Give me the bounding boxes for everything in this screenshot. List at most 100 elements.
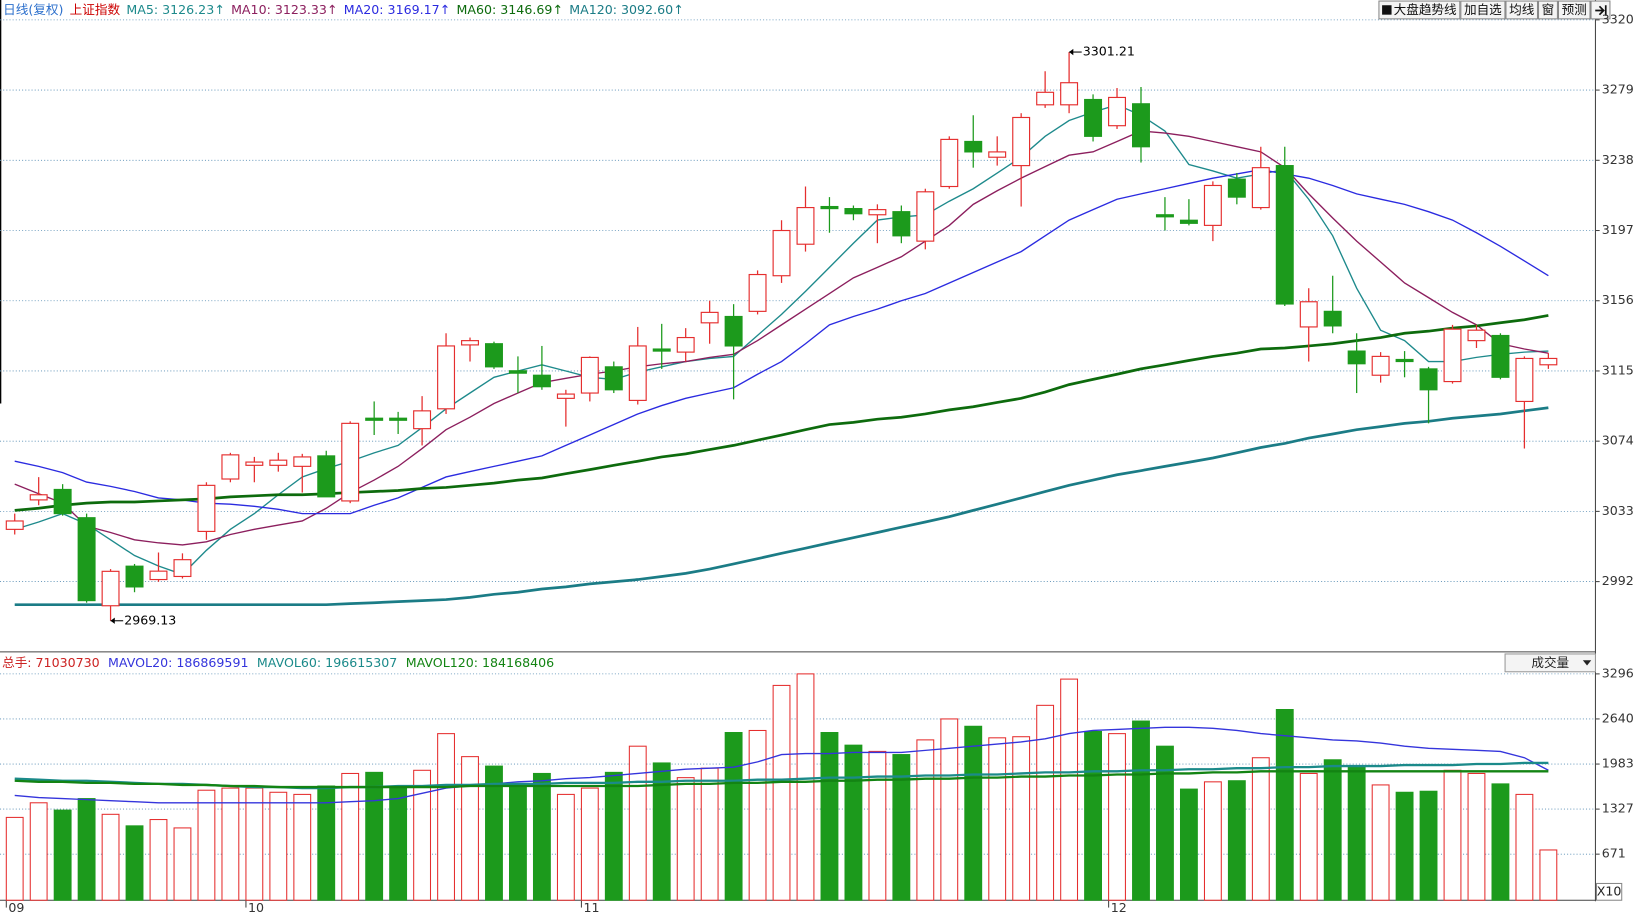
volume-bar (748, 729, 767, 901)
y-tick-label: 1983 (1602, 756, 1634, 771)
volume-bar (485, 765, 503, 901)
candle-body (245, 461, 264, 466)
candle-body (772, 229, 791, 277)
indicator-dropdown[interactable] (1504, 653, 1596, 673)
mavol-line (14, 726, 1549, 804)
candle-body (1275, 165, 1294, 305)
volume-bar (868, 750, 887, 901)
volume-bar (796, 673, 815, 901)
indicator-label: 成交量 (1531, 655, 1569, 670)
mavol-line (14, 770, 1549, 789)
volume-bar (1419, 790, 1438, 901)
volume-bar (1132, 720, 1150, 901)
volume-bar (53, 809, 72, 901)
toolbar-button[interactable]: 预测 (1557, 0, 1591, 20)
candle-body (844, 208, 863, 215)
toolbar: 大盘趋势线 加自选 均线窗预测 (1378, 0, 1611, 20)
candle-body (197, 484, 216, 532)
candle-body (820, 205, 839, 210)
y-tick-label: 671 (1602, 846, 1626, 861)
candle-body (628, 345, 647, 401)
candle-body (1347, 350, 1366, 365)
candle-body (1443, 328, 1462, 383)
volume-bar (197, 789, 216, 901)
unit-box (1595, 882, 1623, 901)
candle-body (484, 343, 503, 368)
candle-body (29, 494, 48, 501)
x-tick-label: 11 (584, 900, 600, 915)
candle-body (1227, 178, 1246, 198)
candle-body (1491, 334, 1510, 378)
candle-body (413, 410, 432, 430)
candle-body (293, 456, 312, 467)
toolbar-button-frame (1538, 0, 1558, 20)
volume-bar (341, 772, 360, 901)
toolbar-button-label: 窗 (1542, 2, 1555, 17)
dropdown-arrow (1582, 660, 1592, 666)
y-tick-label: 3033 (1602, 503, 1634, 518)
candle-body (1419, 368, 1438, 391)
volume-bar (1227, 780, 1246, 901)
volume-bar (1539, 849, 1558, 901)
volume-bar (1467, 772, 1486, 901)
candle-body (748, 273, 767, 312)
volume-bar (125, 825, 144, 901)
y-tick-label: 3296 (1602, 665, 1634, 680)
candle-body (1012, 116, 1031, 167)
candle-body (1371, 355, 1390, 376)
volume-bar (269, 791, 288, 901)
legend-entry: MAVOL20: 186869591 (108, 655, 248, 670)
legend-entry: MA5: 3126.23↑ (126, 2, 224, 17)
candle-body (796, 206, 815, 245)
volume-bar (221, 787, 240, 901)
y-tick-label: 3074 (1602, 433, 1634, 448)
volume-bar (724, 732, 743, 901)
candle-body (1323, 310, 1342, 327)
candle-body (1155, 214, 1174, 218)
ma-line (14, 406, 1549, 607)
legend-entry: MAVOL60: 196615307 (257, 655, 397, 670)
y-tick-label: 3320 (1602, 11, 1634, 26)
candle-body (437, 345, 456, 410)
candle-body (269, 459, 288, 466)
candle-body (532, 374, 551, 388)
candle-body (1515, 357, 1534, 403)
candle-body (892, 211, 911, 237)
volume-bar (413, 769, 432, 901)
volume-bar (1491, 783, 1510, 901)
legend-entry: MA20: 3169.17↑ (344, 2, 450, 17)
toolbar-button[interactable]: 加自选 (1460, 0, 1506, 20)
volume-bar (820, 732, 839, 901)
toolbar-button-label: 均线 (1509, 2, 1535, 17)
volume-bar (1347, 765, 1366, 901)
volume-bar (988, 737, 1007, 901)
x-tick-label: 12 (1111, 900, 1127, 915)
toolbar-button[interactable]: 大盘趋势线 (1378, 0, 1461, 20)
y-tick-label: 3115 (1602, 362, 1634, 377)
candle-body (676, 336, 695, 353)
volume-bar (437, 733, 455, 901)
volume-bar (1515, 793, 1534, 901)
volume-bar (1443, 769, 1462, 901)
candle-body (1251, 167, 1270, 209)
volume-bar (916, 739, 935, 901)
toolbar-button[interactable]: 窗 (1538, 0, 1558, 20)
volume-bar (1060, 678, 1079, 901)
annotation-label: 2969.13 (124, 612, 176, 627)
volume-bar (149, 819, 168, 901)
toolbar-button[interactable]: 均线 (1505, 0, 1539, 20)
candle-body (580, 356, 599, 394)
candle-body (1467, 329, 1486, 342)
candle-body (149, 570, 168, 581)
candle-body (461, 340, 480, 346)
volume-bar (1323, 759, 1342, 901)
candle-body (556, 393, 575, 399)
toolbar-icon (1595, 5, 1607, 16)
candle-body (988, 151, 1007, 158)
volume-bar (509, 785, 527, 901)
volume-bar (1395, 791, 1414, 901)
candle-body (1179, 219, 1198, 224)
candle-body (1132, 103, 1150, 148)
annotation-label: 3301.21 (1083, 44, 1135, 59)
candle-body (365, 417, 384, 421)
